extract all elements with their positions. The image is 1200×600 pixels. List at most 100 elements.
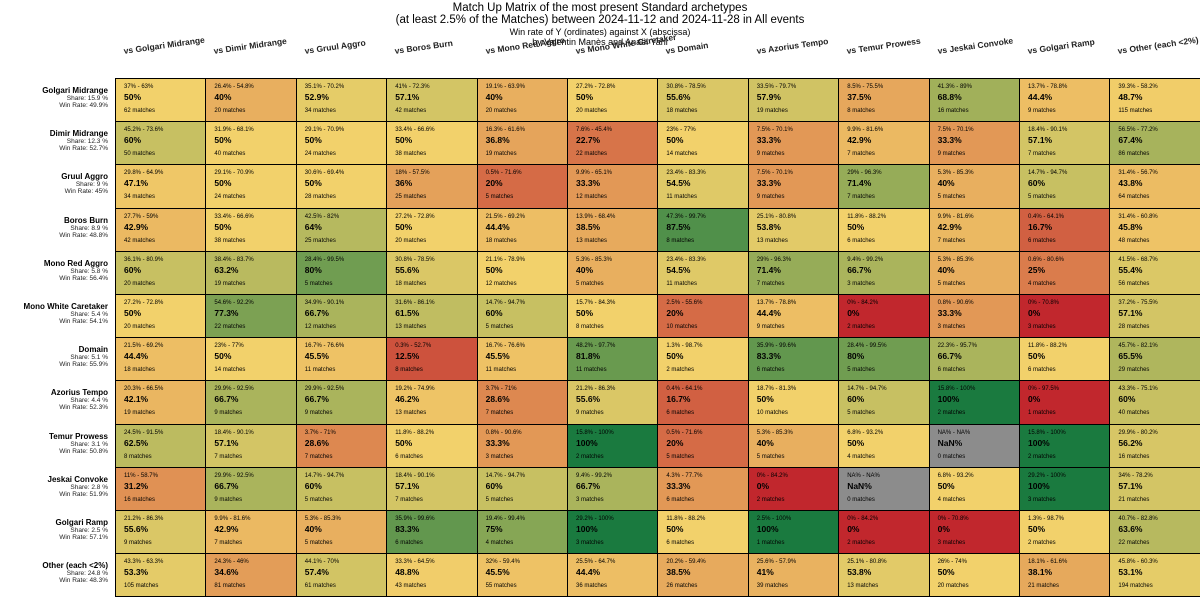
win-rate-value: 68.8% xyxy=(937,92,962,102)
matchup-cell: 5.3% - 85.3% 40% 5 matches xyxy=(928,164,1020,209)
confidence-interval: 22.3% - 95.7% xyxy=(937,343,977,350)
match-count: 20 matches xyxy=(937,583,969,590)
column-header: vs Gruul Aggro xyxy=(303,37,367,56)
confidence-interval: 25.6% - 57.9% xyxy=(756,559,797,566)
confidence-interval: 15.8% - 100% xyxy=(937,386,976,393)
match-count: 16 matches xyxy=(1118,453,1150,460)
row-archetype-name: Domain xyxy=(78,345,108,355)
match-count: 7 matches xyxy=(847,194,875,201)
match-count: 20 matches xyxy=(395,237,427,244)
win-rate-value: 66.7% xyxy=(937,351,962,362)
matchup-cell: 11% - 58.7% 31.2% 16 matches xyxy=(115,466,207,511)
confidence-interval: 33.3% - 64.5% xyxy=(395,559,435,566)
win-rate-value: 100% xyxy=(576,437,598,448)
match-count: 21 matches xyxy=(1118,496,1150,503)
confidence-interval: 1.3% - 98.7% xyxy=(1028,516,1065,522)
win-rate-value: 33.3% xyxy=(937,135,962,146)
matchup-cell: 13.9% - 68.4% 38.5% 13 matches xyxy=(567,207,659,252)
confidence-interval: 13.7% - 78.8% xyxy=(756,300,797,306)
win-rate-value: 40% xyxy=(756,437,774,448)
win-rate-value: 53.8% xyxy=(847,567,872,578)
win-rate-value: 45.5% xyxy=(485,351,510,362)
win-rate-value: 71.4% xyxy=(847,178,872,189)
matchup-cell: 25.6% - 57.9% 41% 39 matches xyxy=(747,553,840,598)
row-win-rate: Win Rate: 54.1% xyxy=(59,318,108,325)
matchup-cell: 5.3% - 85.3% 40% 5 matches xyxy=(928,250,1020,295)
confidence-interval: 54.6% - 92.2% xyxy=(214,300,254,306)
matchup-cell: 44.1% - 70% 57.4% 61 matches xyxy=(295,553,388,598)
match-count: 6 matches xyxy=(395,453,423,460)
row-archetype-name: Azorius Tempo xyxy=(50,388,108,398)
win-rate-value: 16.7% xyxy=(1028,221,1053,232)
matchup-cell: 23.4% - 83.3% 54.5% 11 matches xyxy=(657,164,749,209)
win-rate-value: 50% xyxy=(214,178,232,189)
win-rate-value: 60% xyxy=(124,264,142,275)
matchup-cell: 11.8% - 88.2% 50% 6 matches xyxy=(657,510,749,555)
confidence-interval: 29% - 96.3% xyxy=(847,170,882,177)
win-rate-value: 62.5% xyxy=(124,437,149,448)
matchup-cell: 0.8% - 90.6% 33.3% 3 matches xyxy=(476,423,568,468)
win-rate-value: 57.4% xyxy=(304,567,329,578)
win-rate-value: 37.5% xyxy=(847,92,872,102)
win-rate-value: 50% xyxy=(666,524,684,534)
win-rate-value: 66.7% xyxy=(304,394,329,405)
match-count: 28 matches xyxy=(1118,324,1150,330)
matchup-cell: 0.3% - 52.7% 12.5% 8 matches xyxy=(386,337,478,382)
confidence-interval: 19.2% - 74.9% xyxy=(395,386,435,393)
matchup-cell: 6.8% - 93.2% 50% 4 matches xyxy=(928,466,1020,511)
win-rate-value: 61.5% xyxy=(395,308,420,318)
win-rate-value: 50% xyxy=(937,480,955,491)
matchup-cell: 18.7% - 81.3% 50% 10 matches xyxy=(747,380,840,425)
matchup-cell: 28.4% - 99.5% 80% 5 matches xyxy=(295,250,388,295)
column-header: vs Temur Prowess xyxy=(846,35,922,56)
confidence-interval: 33.4% - 66.6% xyxy=(395,127,435,134)
win-rate-value: 67.4% xyxy=(1118,135,1143,146)
match-count: 2 matches xyxy=(576,453,604,460)
match-count: 10 matches xyxy=(756,410,788,417)
confidence-interval: 6.8% - 93.2% xyxy=(847,429,884,436)
match-count: 10 matches xyxy=(666,324,698,330)
matchup-cell: 14.7% - 94.7% 60% 5 matches xyxy=(1019,164,1111,209)
confidence-interval: 45.2% - 73.6% xyxy=(124,127,164,134)
matchup-cell: 35.1% - 70.2% 52.9% 34 matches xyxy=(295,78,388,123)
row-header: Mono White Caretaker Share: 5.4 % Win Rate… xyxy=(4,302,108,325)
match-count: 8 matches xyxy=(124,453,152,460)
win-rate-value: 50% xyxy=(1028,351,1046,362)
win-rate-value: 31.2% xyxy=(124,480,149,491)
confidence-interval: 25.1% - 80.8% xyxy=(847,559,887,566)
win-rate-value: 57.1% xyxy=(1118,480,1143,491)
matchup-cell: 29.9% - 92.5% 66.7% 9 matches xyxy=(295,380,388,425)
confidence-interval: 19.1% - 63.9% xyxy=(485,84,525,90)
win-rate-value: 38.5% xyxy=(666,567,691,578)
win-rate-value: 33.3% xyxy=(756,135,781,146)
row-archetype-name: Dimir Midrange xyxy=(49,129,108,139)
match-count: 28 matches xyxy=(304,194,336,201)
confidence-interval: 11.8% - 88.2% xyxy=(666,516,706,522)
match-count: 2 matches xyxy=(1028,453,1056,460)
row-header: Other (each <2%) Share: 24.8 % Win Rate: 4… xyxy=(4,561,108,584)
row-share: Share: 15.9 % xyxy=(66,95,108,102)
row-win-rate: Win Rate: 45% xyxy=(64,188,108,196)
confidence-interval: 5.3% - 85.3% xyxy=(937,170,974,177)
win-rate-value: 44.4% xyxy=(756,308,781,318)
match-count: 20 matches xyxy=(124,280,156,287)
win-rate-value: 80% xyxy=(304,264,322,275)
confidence-interval: 24.5% - 91.5% xyxy=(124,429,164,436)
win-rate-value: 0% xyxy=(937,524,950,534)
confidence-interval: 18.4% - 90.1% xyxy=(395,472,435,479)
matchup-cell: 11.8% - 88.2% 50% 6 matches xyxy=(386,423,478,468)
matchup-cell: 0.5% - 71.6% 20% 5 matches xyxy=(657,423,749,468)
win-rate-value: 100% xyxy=(937,394,960,405)
match-count: 7 matches xyxy=(485,410,514,417)
match-count: 5 matches xyxy=(304,280,333,287)
matchup-cell: 29.9% - 92.5% 66.7% 9 matches xyxy=(205,466,297,511)
match-count: 22 matches xyxy=(1118,540,1150,546)
match-count: 4 matches xyxy=(1028,280,1056,287)
confidence-interval: 29.1% - 70.9% xyxy=(304,127,345,134)
match-count: 5 matches xyxy=(1028,194,1056,201)
confidence-interval: 2.5% - 55.6% xyxy=(666,300,703,306)
row-archetype-name: Boros Burn xyxy=(64,215,108,225)
confidence-interval: 11.8% - 88.2% xyxy=(1028,343,1067,350)
match-count: 81 matches xyxy=(214,583,246,590)
win-rate-value: 66.7% xyxy=(214,480,239,491)
